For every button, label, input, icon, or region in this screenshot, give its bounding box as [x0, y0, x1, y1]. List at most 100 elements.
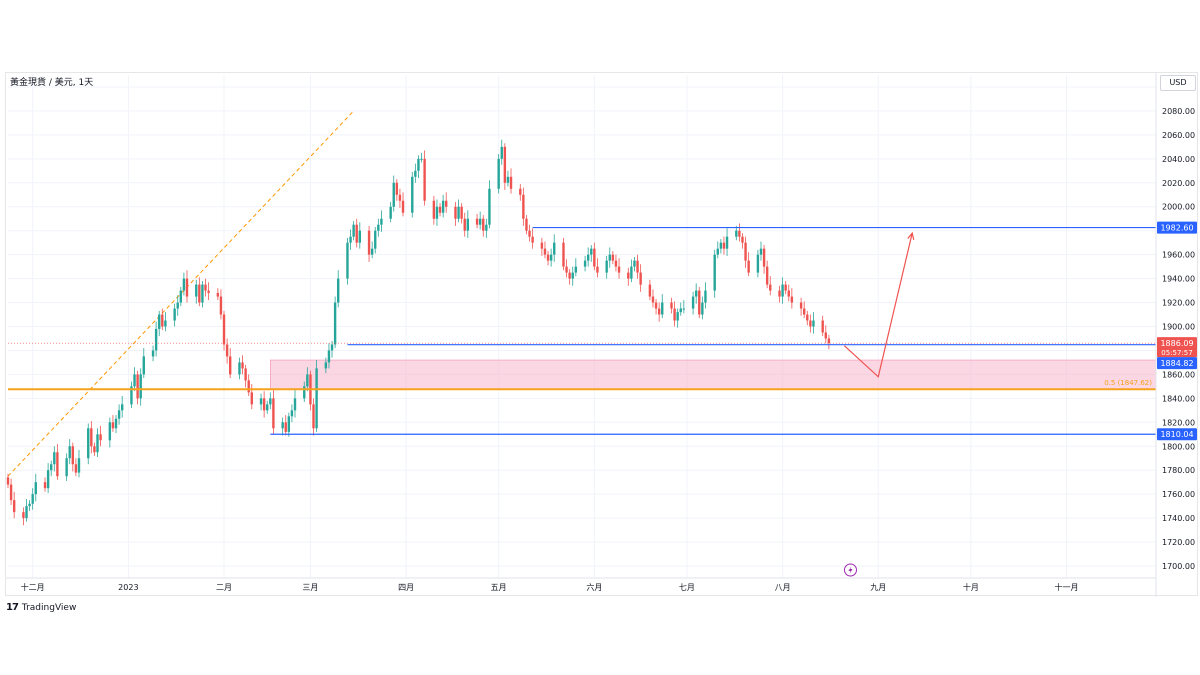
candle-body	[790, 296, 794, 303]
candle-body	[290, 410, 294, 417]
candle-body	[151, 350, 155, 357]
candle-body	[389, 206, 392, 219]
candle-body	[43, 482, 47, 489]
y-tick-label: 1820.00	[1162, 418, 1195, 427]
candle-body	[324, 362, 328, 369]
candle-body	[77, 458, 81, 473]
candle-body	[96, 434, 99, 453]
candle-body	[225, 344, 229, 357]
candle-body	[617, 266, 621, 273]
candle-body	[698, 290, 701, 315]
y-tick-label: 1740.00	[1162, 514, 1195, 523]
candle-body	[827, 338, 831, 344]
y-tick-label: 1760.00	[1162, 490, 1195, 499]
candle-body	[262, 398, 266, 411]
demand-zone-rect	[270, 359, 1157, 390]
candle-body	[725, 236, 729, 249]
candle-body	[802, 308, 806, 315]
x-tick-label: 十二月	[21, 582, 45, 592]
candle-body	[460, 206, 463, 219]
candle-body	[756, 254, 760, 273]
candle-body	[161, 314, 164, 327]
candle-body	[6, 477, 10, 485]
candle-body	[676, 312, 679, 321]
candle-body	[259, 398, 263, 405]
candle-body	[164, 320, 167, 327]
fib-label: 0.5 (1847.62)	[1104, 379, 1152, 387]
candle-body	[633, 260, 636, 267]
candle-body	[238, 362, 241, 375]
candle-body	[22, 512, 25, 519]
candle-body	[590, 248, 593, 255]
candle-body	[56, 452, 59, 477]
candle-body	[392, 182, 395, 207]
y-tick-label: 2040.00	[1162, 155, 1195, 164]
candle-body	[670, 302, 673, 309]
symbol-title: 黃金現貨 / 美元, 1天	[10, 78, 94, 88]
candle-body	[497, 158, 500, 189]
footer-brand[interactable]: 17 TradingView	[6, 602, 76, 613]
candle-body	[93, 446, 96, 453]
candle-body	[432, 200, 436, 219]
y-tick-label: 1900.00	[1162, 323, 1195, 332]
price-chart[interactable]: 0.5 (1847.62) 1700.00 1720.00 1740.00 1760.…	[6, 73, 1199, 597]
x-tick-label: 九月	[870, 583, 886, 592]
y-tick-label: 1860.00	[1162, 370, 1195, 379]
candle-body	[528, 230, 531, 237]
candle-body	[636, 260, 639, 273]
candle-body	[71, 446, 75, 465]
x-tick-label: 三月	[302, 583, 318, 592]
candle-body	[130, 386, 133, 405]
candle-body	[608, 254, 611, 261]
candle-body	[176, 302, 179, 309]
candle-body	[583, 260, 587, 267]
candle-body	[571, 272, 574, 279]
currency-button[interactable]: USD	[1160, 75, 1196, 91]
candle-body	[722, 242, 726, 249]
candle-body	[377, 224, 380, 231]
y-tick-label: 1780.00	[1162, 466, 1195, 475]
candle-body	[716, 248, 719, 255]
candle-body	[506, 176, 510, 183]
candle-body	[787, 290, 790, 297]
candle-body	[139, 374, 142, 399]
candle-body	[250, 392, 253, 405]
candle-body	[435, 206, 439, 219]
candle-body	[463, 218, 466, 231]
x-tick-label: 四月	[398, 583, 414, 592]
candle-body	[553, 242, 556, 255]
candle-body	[380, 218, 383, 225]
candle-body	[117, 410, 121, 419]
candle-body	[420, 158, 423, 160]
candle-body	[411, 176, 414, 213]
candle-body	[806, 314, 809, 321]
candle-body	[565, 266, 568, 273]
current-price-tag-bg	[1157, 337, 1197, 358]
x-tick-label: 八月	[775, 583, 791, 592]
candle-body	[173, 308, 176, 321]
candle-body	[198, 284, 201, 303]
candle-body	[272, 398, 275, 429]
x-tick-label: 2023	[118, 583, 138, 592]
candle-body	[222, 314, 226, 345]
x-tick-label: 七月	[679, 583, 695, 592]
candle-body	[136, 374, 139, 399]
candle-body	[738, 230, 741, 237]
x-tick-label: 十一月	[1055, 582, 1079, 592]
y-tick-label: 1800.00	[1162, 442, 1195, 451]
candle-body	[454, 206, 457, 219]
candle-body	[769, 284, 772, 291]
candle-body	[679, 308, 682, 313]
candle-body	[330, 344, 334, 351]
candle-body	[53, 452, 56, 465]
candle-body	[284, 422, 287, 432]
candle-body	[648, 284, 652, 297]
candle-body	[266, 404, 269, 411]
candle-body	[281, 422, 284, 429]
candle-body	[87, 428, 90, 459]
candle-body	[509, 176, 513, 189]
x-tick-label: 五月	[491, 583, 507, 592]
chart-frame[interactable]: 0.5 (1847.62) 1700.00 1720.00 1740.00 1760.…	[5, 72, 1199, 597]
level-tag-resistance-bg	[1157, 221, 1197, 234]
candle-body	[312, 404, 315, 429]
